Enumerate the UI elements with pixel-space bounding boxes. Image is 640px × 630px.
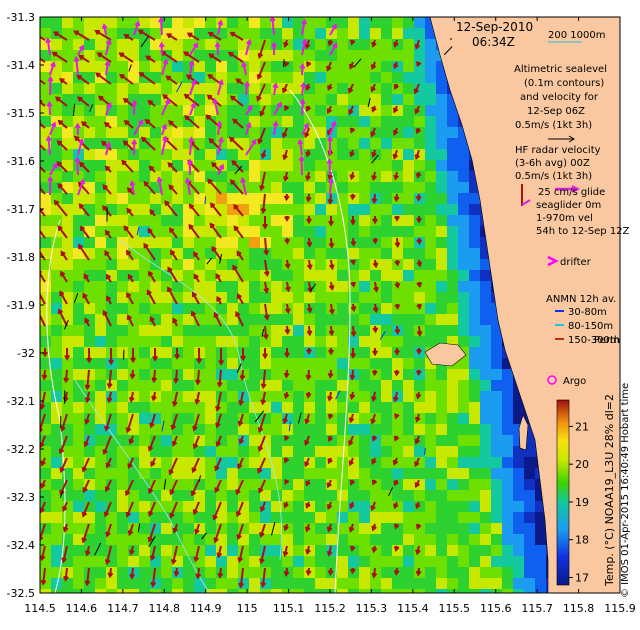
hf-radar-legend: HF radar velocity (3-6h avg) 00Z 0.5m/s …	[515, 145, 601, 193]
timestamp: 12-Sep-2010 06:34Z	[450, 20, 533, 49]
colorbar-tick-label: 21	[575, 420, 589, 433]
svg-text:54h to 12-Sep 12Z: 54h to 12-Sep 12Z	[536, 226, 630, 237]
svg-text:12-Sep 06Z: 12-Sep 06Z	[527, 106, 585, 117]
lat-tick-label: -32.4	[7, 539, 35, 552]
svg-text:0.5m/s (1kt 3h): 0.5m/s (1kt 3h)	[515, 120, 592, 131]
map-time: 06:34Z	[472, 35, 515, 49]
svg-text:seaglider 0m: seaglider 0m	[536, 200, 601, 211]
lat-tick-label: -31.5	[7, 107, 35, 120]
altimetric-velocity-arrows	[45, 17, 338, 196]
lat-tick-label: -31.9	[7, 299, 35, 312]
map-date: 12-Sep-2010	[456, 20, 533, 34]
anmn-legend: ANMN 12h av. 30-80m 80-150m 150-300m	[546, 294, 620, 346]
argo-label: Argo	[563, 376, 586, 387]
lon-tick-label: 115.8	[563, 602, 595, 615]
colorbar-tick-label: 17	[575, 571, 589, 584]
lon-tick-label: 114.8	[149, 602, 181, 615]
lat-tick-label: -31.3	[7, 11, 35, 24]
rottnest-island	[424, 342, 467, 367]
svg-text:HF radar velocity: HF radar velocity	[515, 145, 601, 156]
svg-text:and velocity for: and velocity for	[520, 92, 599, 103]
svg-text:drifter: drifter	[560, 257, 592, 268]
svg-text:150-300m: 150-300m	[568, 335, 620, 346]
lon-tick-label: 114.7	[107, 602, 139, 615]
colorbar-label: Temp. (°C) NOAA19_L3U 28% dl=2	[603, 394, 616, 587]
svg-text:Altimetric sealevel: Altimetric sealevel	[514, 64, 607, 75]
imos-credit: © IMOS 01-Apr-2015 16:40:49 Hobart time	[620, 383, 631, 598]
lon-tick-label: 114.6	[66, 602, 98, 615]
svg-text:25 cm/s glide: 25 cm/s glide	[538, 187, 605, 198]
lon-tick-label: 114.9	[190, 602, 222, 615]
lon-tick-label: 115.7	[521, 602, 553, 615]
garden-island	[518, 414, 529, 451]
lon-tick-label: 115.5	[439, 602, 471, 615]
svg-text:1-970m vel: 1-970m vel	[536, 213, 593, 224]
longitude-axis: 114.5 114.6 114.7 114.8 114.9 115 115.1 115.2 11…	[24, 17, 636, 615]
svg-text:ANMN 12h av.: ANMN 12h av.	[546, 294, 616, 305]
lat-tick-label: -32.5	[7, 587, 35, 600]
lat-tick-label: -32	[17, 347, 35, 360]
lon-tick-label: 115.2	[314, 602, 346, 615]
argo-marker	[547, 375, 557, 385]
lat-tick-label: -32.2	[7, 443, 35, 456]
lat-tick-label: -32.1	[7, 395, 35, 408]
perth-label: Perth	[594, 335, 620, 346]
svg-text:30-80m: 30-80m	[568, 307, 607, 318]
lat-tick-label: -31.4	[7, 59, 35, 72]
lat-tick-label: -31.8	[7, 251, 35, 264]
drifter-legend: drifter	[547, 255, 592, 268]
lon-tick-label: 115.6	[480, 602, 512, 615]
altimetric-legend: Altimetric sealevel (0.1m contours) and …	[514, 64, 607, 143]
colorbar-tick-label: 18	[575, 534, 589, 547]
temperature-colorbar: 17 18 19 20 21 Temp. (°C) NOAA19_L3U 28% dl=…	[556, 394, 616, 587]
lat-tick-label: -31.7	[7, 203, 35, 216]
svg-text:(0.1m contours): (0.1m contours)	[524, 78, 604, 89]
depth-scale: 200 1000m	[548, 30, 605, 43]
lon-tick-label: 115.4	[397, 602, 429, 615]
lon-tick-label: 115.1	[273, 602, 305, 615]
lon-tick-label: 115.3	[356, 602, 388, 615]
map-plot-area	[40, 17, 620, 593]
svg-text:0.5m/s (1kt 3h): 0.5m/s (1kt 3h)	[515, 171, 592, 182]
svg-text:80-150m: 80-150m	[568, 321, 613, 332]
land-mass	[429, 17, 620, 593]
svg-text:(3-6h avg) 00Z: (3-6h avg) 00Z	[515, 158, 590, 169]
colorbar-tick-label: 20	[575, 458, 589, 471]
anmn-velocity-arrows	[59, 36, 453, 556]
lat-tick-label: -32.3	[7, 491, 35, 504]
colorbar-tick-label: 19	[575, 496, 589, 509]
lon-tick-label: 115.9	[604, 602, 636, 615]
depth-scale-label: 200 1000m	[548, 30, 605, 41]
lat-tick-label: -31.6	[7, 155, 35, 168]
lon-tick-label: 115	[237, 602, 258, 615]
seaglider-legend: 25 cm/s glide seaglider 0m 1-970m vel 54…	[521, 184, 630, 237]
lon-tick-label: 114.5	[24, 602, 56, 615]
latitude-axis: -31.3 -31.4 -31.5 -31.6 -31.7 -31.8 -31.9 -32 -3…	[7, 11, 44, 600]
